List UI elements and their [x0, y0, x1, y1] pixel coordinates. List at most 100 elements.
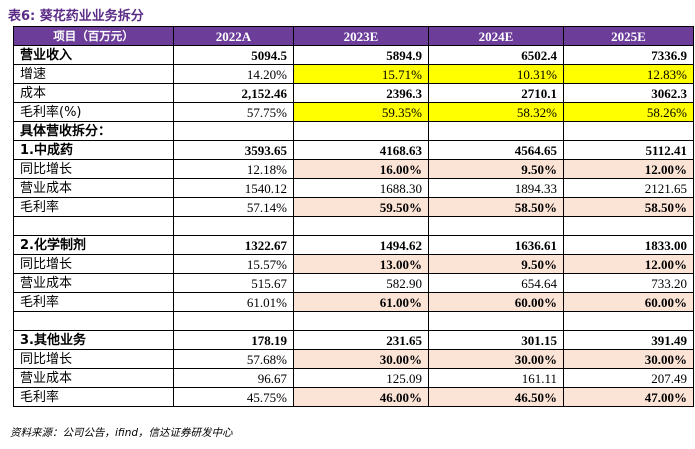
table-cell	[173, 121, 294, 141]
table-cell: 9.50%	[428, 254, 564, 274]
table-cell: 4168.63	[293, 140, 429, 160]
table-row: 同比增长 15.57% 13.00% 9.50% 12.00%	[13, 254, 694, 274]
table-row: 营业成本 1540.12 1688.30 1894.33 2121.65	[13, 178, 694, 198]
section-header-row: 具体营收拆分：	[13, 121, 694, 141]
table-cell: 5094.5	[173, 45, 294, 65]
table-cell: 1833.00	[563, 235, 694, 255]
row-label: 毛利率(%)	[13, 102, 174, 122]
row-label: 成本	[13, 83, 174, 103]
table-cell: 515.67	[173, 273, 294, 293]
row-label: 1.中成药	[13, 140, 174, 160]
row-label: 营业成本	[13, 368, 174, 388]
table-cell: 12.83%	[563, 64, 694, 84]
table-cell: 2710.1	[428, 83, 564, 103]
table-row: 营业成本 515.67 582.90 654.64 733.20	[13, 273, 694, 293]
table-cell: 1636.61	[428, 235, 564, 255]
row-label: 营业成本	[13, 178, 174, 198]
table-cell	[293, 216, 429, 236]
table-cell: 9.50%	[428, 159, 564, 179]
table-cell: 30.00%	[428, 349, 564, 369]
section-label: 具体营收拆分：	[13, 121, 174, 141]
table-cell: 1688.30	[293, 178, 429, 198]
spacer-row	[13, 311, 694, 331]
table-cell: 61.00%	[293, 292, 429, 312]
table-cell: 61.01%	[173, 292, 294, 312]
table-cell	[428, 216, 564, 236]
table-cell: 1322.67	[173, 235, 294, 255]
source-note: 资料来源：公司公告，ifind，信达证券研发中心	[10, 427, 233, 439]
table-cell	[13, 216, 174, 236]
table-cell: 47.00%	[563, 387, 694, 407]
table-cell	[293, 311, 429, 331]
table-row: 营业成本 96.67 125.09 161.11 207.49	[13, 368, 694, 388]
table-row: 1.中成药 3593.65 4168.63 4564.65 5112.41	[13, 140, 694, 160]
table-cell: 733.20	[563, 273, 694, 293]
table-cell: 30.00%	[563, 349, 694, 369]
header-row: 项目（百万元） 2022A 2023E 2024E 2025E	[13, 26, 694, 46]
table-cell	[428, 311, 564, 331]
row-label: 增速	[13, 64, 174, 84]
table-cell: 125.09	[293, 368, 429, 388]
table-cell: 30.00%	[293, 349, 429, 369]
table-cell: 46.50%	[428, 387, 564, 407]
table-cell: 2,152.46	[173, 83, 294, 103]
column-header-2024e: 2024E	[428, 26, 564, 46]
column-header-2022a: 2022A	[173, 26, 294, 46]
table-cell: 58.26%	[563, 102, 694, 122]
table-cell: 207.49	[563, 368, 694, 388]
table-cell: 1494.62	[293, 235, 429, 255]
table-cell: 231.65	[293, 330, 429, 350]
table-cell: 301.15	[428, 330, 564, 350]
table-cell	[563, 121, 694, 141]
table-row: 同比增长 12.18% 16.00% 9.50% 12.00%	[13, 159, 694, 179]
row-label: 毛利率	[13, 197, 174, 217]
table-cell: 12.18%	[173, 159, 294, 179]
row-label: 同比增长	[13, 254, 174, 274]
table-cell: 1540.12	[173, 178, 294, 198]
table-cell: 16.00%	[293, 159, 429, 179]
table-cell: 7336.9	[563, 45, 694, 65]
table-cell: 1894.33	[428, 178, 564, 198]
table-cell: 5112.41	[563, 140, 694, 160]
table-cell: 46.00%	[293, 387, 429, 407]
row-label: 毛利率	[13, 387, 174, 407]
table-cell: 3062.3	[563, 83, 694, 103]
table-row: 增速 14.20% 15.71% 10.31% 12.83%	[13, 64, 694, 84]
table-row: 同比增长 57.68% 30.00% 30.00% 30.00%	[13, 349, 694, 369]
row-label: 营业成本	[13, 273, 174, 293]
table-cell: 3593.65	[173, 140, 294, 160]
row-label: 同比增长	[13, 159, 174, 179]
table-cell: 58.50%	[563, 197, 694, 217]
row-label: 2.化学制剂	[13, 235, 174, 255]
table-cell: 15.71%	[293, 64, 429, 84]
row-label: 营业收入	[13, 45, 174, 65]
table-cell: 6502.4	[428, 45, 564, 65]
table-cell	[563, 216, 694, 236]
table-cell: 161.11	[428, 368, 564, 388]
table-row: 成本 2,152.46 2396.3 2710.1 3062.3	[13, 83, 694, 103]
table-cell: 15.57%	[173, 254, 294, 274]
table-cell: 178.19	[173, 330, 294, 350]
row-label: 毛利率	[13, 292, 174, 312]
table-row: 毛利率 61.01% 61.00% 60.00% 60.00%	[13, 292, 694, 312]
column-header-2023e: 2023E	[293, 26, 429, 46]
table-cell: 59.50%	[293, 197, 429, 217]
table-cell: 58.50%	[428, 197, 564, 217]
table-cell: 654.64	[428, 273, 564, 293]
table-cell	[13, 311, 174, 331]
table-row: 2.化学制剂 1322.67 1494.62 1636.61 1833.00	[13, 235, 694, 255]
table-cell: 4564.65	[428, 140, 564, 160]
table-cell: 12.00%	[563, 254, 694, 274]
table-row: 毛利率 45.75% 46.00% 46.50% 47.00%	[13, 387, 694, 407]
table-cell	[173, 311, 294, 331]
column-header-2025e: 2025E	[563, 26, 694, 46]
table-cell	[173, 216, 294, 236]
table-cell: 45.75%	[173, 387, 294, 407]
table-cell	[293, 121, 429, 141]
table-cell: 5894.9	[293, 45, 429, 65]
table-cell: 60.00%	[428, 292, 564, 312]
table-cell: 2396.3	[293, 83, 429, 103]
table-row: 毛利率(%) 57.75% 59.35% 58.32% 58.26%	[13, 102, 694, 122]
row-label: 3.其他业务	[13, 330, 174, 350]
table-cell	[563, 311, 694, 331]
